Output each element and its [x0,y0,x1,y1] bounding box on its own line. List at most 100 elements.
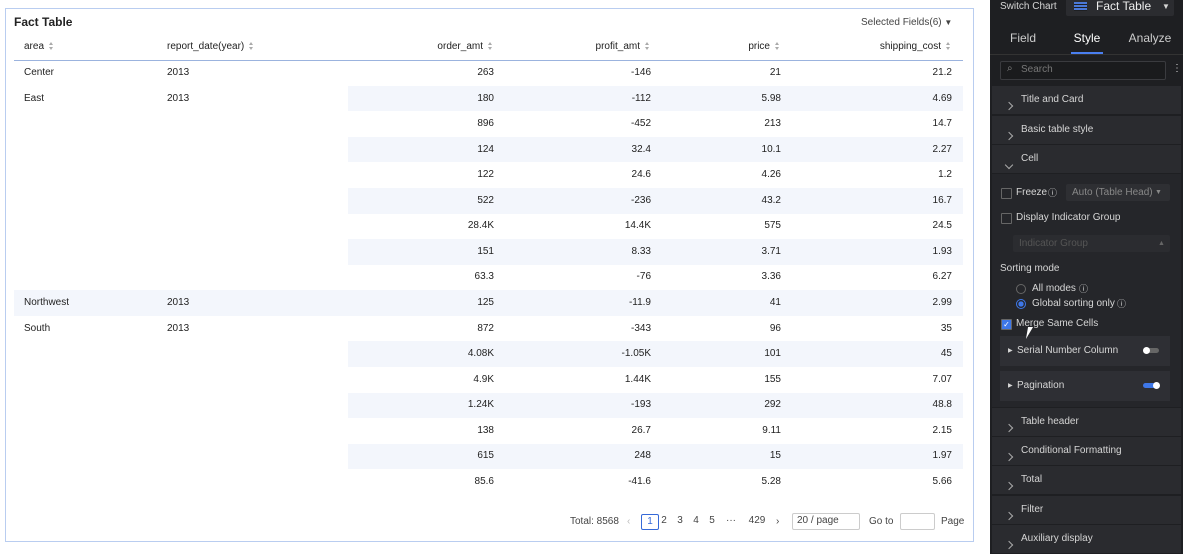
page-button[interactable]: 2 [661,515,667,526]
cell: -452 [630,118,651,130]
radio[interactable] [1016,299,1026,309]
cell: 96 [769,322,781,334]
label: Display Indicator Group [1016,212,1121,223]
cell: Northwest [24,297,70,309]
cell: 48.8 [932,399,952,411]
goto-input[interactable] [900,513,935,530]
header-text: price [748,41,770,52]
search-placeholder: Search [1021,64,1053,75]
radio[interactable] [1016,284,1026,294]
header-text: profit_amt [595,41,640,52]
cell: 2.15 [932,424,952,436]
chart-select[interactable] [1066,0,1174,16]
tab-divider [990,54,1183,55]
page-button[interactable]: 3 [677,515,683,526]
radio-label: All modes [1032,283,1076,294]
chart-icon [1074,2,1087,11]
page-button[interactable]: 1 [641,514,659,530]
page-size[interactable]: 20 / page [792,513,860,530]
cell: 45 [940,348,952,360]
cell: 5.28 [761,475,781,487]
radio-label: Global sorting only [1032,298,1115,309]
sort-icon[interactable] [946,42,951,51]
cell: 2.99 [932,297,952,309]
search-box[interactable] [1000,61,1166,80]
column-header[interactable]: order_amt [437,40,493,54]
sub-section[interactable] [1000,371,1170,401]
row-stripe [348,239,963,265]
sub-section[interactable] [1000,336,1170,366]
tab[interactable]: Field [1009,31,1036,45]
sort-icon[interactable] [775,42,780,51]
page-button[interactable]: 5 [709,515,715,526]
sort-icon[interactable] [488,42,493,51]
page-button[interactable]: 4 [693,515,699,526]
page-button[interactable]: ··· [726,515,736,526]
cell: 21 [769,67,781,78]
section-title: Table header [1021,416,1079,427]
selected-fields-text: Selected Fields(6) [861,17,942,28]
tab[interactable]: Analyze [1128,31,1172,45]
row-stripe [348,188,963,214]
checkbox[interactable] [1001,213,1012,224]
section-title: Auxiliary display [1021,533,1093,544]
header-text: shipping_cost [879,41,941,52]
cell: 292 [764,399,781,411]
cell: 1.44K [624,373,651,385]
checkbox[interactable]: ✓ [1001,319,1012,330]
column-header[interactable]: report_date(year) [167,40,254,54]
next[interactable]: › [776,516,780,527]
cell: 63.3 [474,271,494,283]
section-header[interactable] [992,145,1181,174]
column-header[interactable]: profit_amt [596,40,650,54]
section-header[interactable] [992,86,1181,115]
tab[interactable]: Style [1073,31,1101,45]
toggle-knob [1143,347,1150,354]
freeze-select[interactable] [1066,184,1170,201]
toggle-knob [1153,382,1160,389]
cell: 43.2 [761,194,781,206]
cell: 2013 [167,92,190,104]
cell: 14.4K [624,220,651,232]
column-header[interactable]: area [24,40,54,54]
cell: 1.97 [932,450,952,462]
section-header[interactable] [992,408,1181,437]
cell: 3.36 [761,271,781,283]
label: Pagination [1017,380,1065,391]
cell: -236 [630,194,651,206]
cell: 1.24K [467,399,494,411]
cell: 155 [764,373,781,385]
cell: 16.7 [932,194,952,206]
cell: -11.9 [628,297,651,309]
cell: 2013 [167,322,190,334]
sort-icon[interactable] [645,42,650,51]
cell: 4.9K [473,373,494,385]
cell: -343 [630,322,651,334]
chevron [1004,506,1014,524]
checkbox[interactable] [1001,188,1012,199]
cell: 24.5 [932,220,952,232]
column-header[interactable]: shipping_cost [880,40,951,54]
cell: 1.2 [938,169,952,181]
chevron [1004,155,1014,173]
cell: 122 [477,169,494,181]
page-button[interactable]: 429 [748,515,766,526]
toggle[interactable] [1143,348,1159,353]
cell: 125 [477,297,494,309]
column-header[interactable]: price [748,40,780,54]
section-header[interactable] [992,437,1181,466]
cell: 10.1 [761,143,781,155]
section-header[interactable] [992,496,1181,525]
cell: 26.7 [631,424,651,436]
selected-fields[interactable]: Selected Fields(6) ▼ [861,17,953,28]
toggle[interactable] [1143,383,1159,388]
sort-icon[interactable] [49,42,54,51]
cell: East [24,92,45,104]
section-header[interactable] [992,116,1181,145]
more: ⋮ [1172,63,1182,74]
section-header[interactable] [992,466,1181,495]
sort-icon[interactable] [249,42,254,51]
search-icon: ⌕ [1007,63,1013,74]
label: Freeze [1016,187,1048,198]
